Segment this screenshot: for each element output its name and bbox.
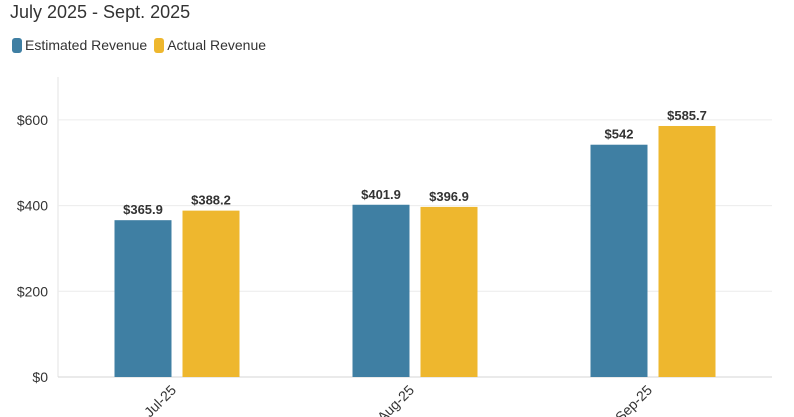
legend-swatch-actual-revenue xyxy=(154,37,165,53)
y-tick-label: $200 xyxy=(17,283,48,299)
data-label: $585.7 xyxy=(667,108,707,123)
bar xyxy=(352,204,410,377)
legend-item-actual-revenue[interactable]: Actual Revenue xyxy=(154,37,266,53)
chart-legend: Estimated Revenue Actual Revenue xyxy=(12,37,273,53)
bar xyxy=(590,144,648,377)
bar xyxy=(182,210,240,377)
data-label: $388.2 xyxy=(191,193,231,208)
chart-title: July 2025 - Sept. 2025 xyxy=(10,2,191,22)
bar xyxy=(114,220,172,377)
legend-label-estimated-revenue: Estimated Revenue xyxy=(25,37,148,53)
data-label: $365.9 xyxy=(123,202,163,217)
data-label: $542 xyxy=(605,127,634,142)
data-label: $396.9 xyxy=(429,189,469,204)
y-tick-label: $600 xyxy=(17,112,48,128)
x-tick-label: Jul-25 xyxy=(141,382,179,417)
x-tick-label: Sep-25 xyxy=(612,382,655,417)
data-label: $401.9 xyxy=(361,187,401,202)
legend-label-actual-revenue: Actual Revenue xyxy=(167,37,267,53)
bar xyxy=(658,125,716,377)
y-tick-label: $0 xyxy=(32,369,48,385)
y-tick-label: $400 xyxy=(17,198,48,214)
legend-item-estimated-revenue[interactable]: Estimated Revenue xyxy=(12,37,147,53)
bar xyxy=(420,206,478,377)
legend-swatch-estimated-revenue xyxy=(12,37,22,53)
x-tick-label: Aug-25 xyxy=(374,382,417,417)
